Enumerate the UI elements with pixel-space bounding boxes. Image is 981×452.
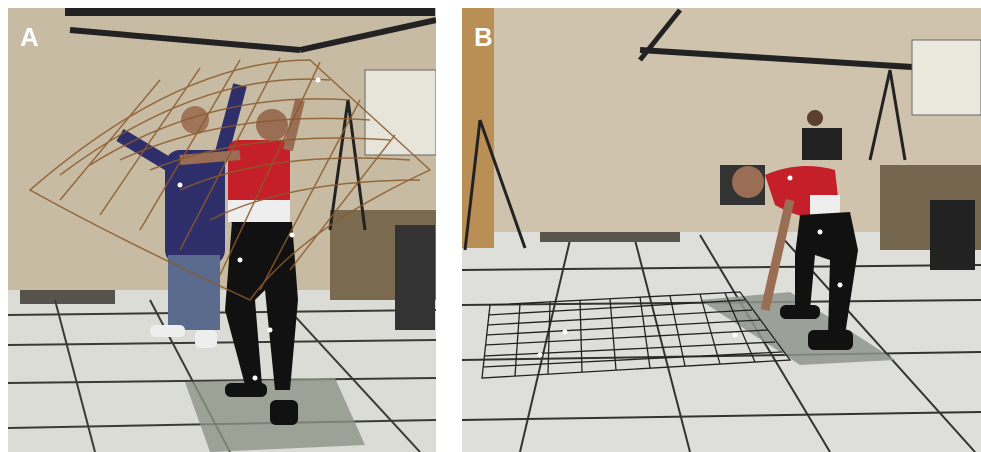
panel-label: A (20, 22, 39, 52)
page: A (0, 0, 981, 452)
panel-label: B (474, 22, 493, 52)
photo-b: B (462, 8, 981, 452)
figure: A (0, 0, 981, 452)
photo-a: A (8, 8, 436, 452)
